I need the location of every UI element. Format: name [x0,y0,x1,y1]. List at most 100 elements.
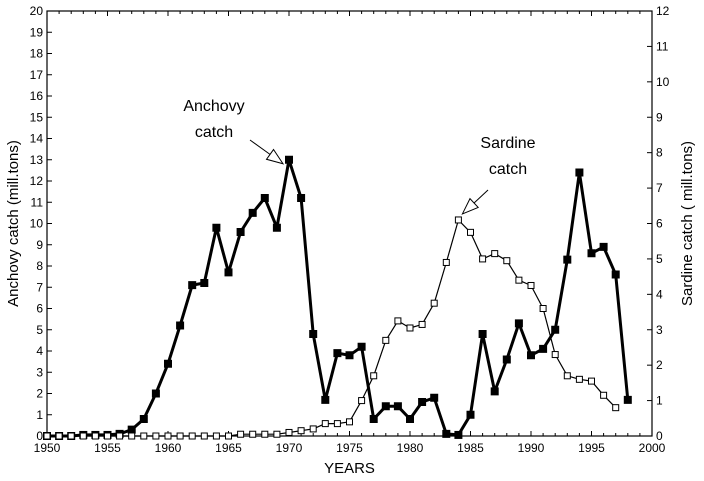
anchovy-point [260,194,269,202]
sardine-point [394,317,402,325]
anchovy-point [563,255,572,264]
sardine-label: Sardine catch [461,135,536,215]
x-tick-label: 2000 [639,441,666,455]
annotation-text: catch [195,124,233,141]
plot-frame [46,10,653,437]
annotation-arrow-shaft [473,189,489,204]
sardine-point [176,432,184,440]
y-right-tick-label: 0 [656,429,663,443]
x-tick-label: 1960 [155,441,182,455]
y-right-tick-label: 10 [656,75,670,89]
sardine-point [491,250,499,258]
sardine-point [467,228,474,236]
anchovy-point [139,415,148,423]
anchovy-point [285,155,293,164]
y-left-tick-label: 3 [36,365,43,379]
annotation-arrow-head [265,148,285,165]
annotation-text: Sardine [480,135,535,152]
anchovy-point [539,344,548,353]
annotation-text: Anchovy [183,98,244,115]
y-right-tick-label: 2 [656,358,663,372]
x-tick-label: 1950 [34,441,61,455]
sardine-point [237,430,245,438]
sardine-point [479,255,487,263]
x-tick-label: 1990 [518,441,545,455]
sardine-point [104,432,111,440]
anchovy-point [381,402,390,411]
sardine-point [600,391,608,399]
sardine-point [333,420,341,428]
anchovy-point [345,351,354,360]
y-left-tick-label: 16 [30,89,44,103]
y-left-tick-label: 2 [36,387,43,401]
anchovy-point [418,398,427,406]
sardine-point [588,377,595,385]
y-right-tick-label: 9 [656,110,663,124]
y-right-tick-label: 4 [656,287,663,301]
sardine-point [164,432,172,440]
sardine-point [128,432,136,440]
sardine-point [297,427,305,435]
sardine-point [188,432,196,440]
sardine-point [430,299,438,307]
sardine-point [285,428,293,436]
sardine-line [47,219,617,437]
sardine-point [249,430,257,438]
anchovy-point [176,321,185,330]
anchovy-point [248,208,257,217]
sardine-point [454,216,462,224]
x-tick-label: 1980 [397,441,424,455]
y-left-tick-label: 7 [36,280,43,294]
y-right-tick-label: 3 [656,323,663,337]
y-left-tick-label: 6 [36,302,43,316]
sardine-point [503,257,511,265]
y-axis-left-title: Anchovy catch (mill.tons) [5,140,22,307]
y-right-tick-label: 1 [656,394,663,408]
sardine-point [418,320,426,328]
y-right-tick-label: 8 [656,146,663,160]
y-left-tick-label: 1 [36,408,43,422]
sardine-point [140,432,148,440]
anchovy-point [333,349,342,358]
y-left-tick-label: 5 [36,323,43,337]
anchovy-point [272,223,281,232]
sardine-point [612,404,620,412]
sardine-point [273,430,281,438]
x-tick-label: 1985 [457,441,484,455]
anchovy-point [200,279,209,287]
anchovy-point [406,415,414,423]
y-left-tick-label: 8 [36,259,43,273]
anchovy-point [127,425,136,434]
anchovy-point [297,194,306,202]
anchovy-point [357,342,366,351]
anchovy-point [587,249,596,258]
y-left-tick-label: 20 [30,4,44,18]
sardine-point [321,420,329,428]
sardine-point [309,425,317,433]
y-right-tick-label: 5 [656,252,663,266]
sardine-point [358,397,366,405]
anchovy-point [466,410,475,419]
anchovy-point [369,415,378,423]
sardine-point [79,432,87,440]
anchovy-point [502,355,511,364]
y-left-tick-label: 0 [36,429,43,443]
sardine-point [55,432,63,440]
y-left-tick-label: 4 [36,344,43,358]
sardine-point [91,432,99,440]
anchovy-line [47,158,630,438]
x-tick-label: 1975 [336,441,363,455]
y-left-tick-label: 15 [30,110,44,124]
anchovy-point [478,330,487,338]
annotations: Anchovy catch Sardine catch [183,98,536,215]
x-tick-label: 1995 [578,441,605,455]
anchovy-point [188,281,197,290]
sardine-point [116,432,124,440]
sardine-point [346,418,353,426]
x-tick-label: 1955 [94,441,121,455]
sardine-point [551,351,559,359]
anchovy-point [490,387,499,396]
sardine-point [212,432,220,440]
anchovy-point [611,270,620,279]
anchovy-point [599,242,608,251]
